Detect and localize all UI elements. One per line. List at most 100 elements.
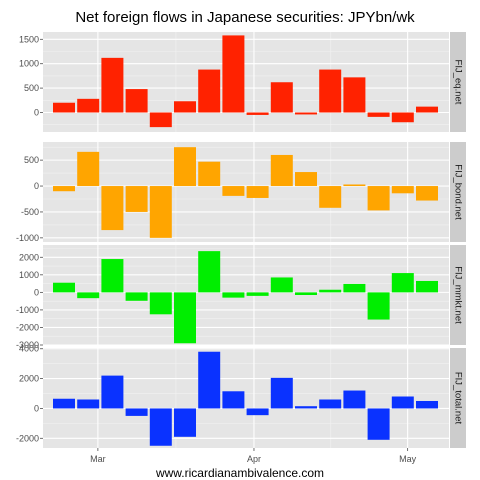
- bar: [125, 186, 148, 212]
- y-tick-label: 1500: [19, 34, 39, 44]
- facet-strip: [450, 142, 466, 242]
- y-tick-label: -1000: [16, 233, 39, 243]
- bar: [416, 400, 438, 409]
- bar: [295, 292, 317, 295]
- bar: [319, 289, 342, 293]
- bar: [125, 408, 148, 416]
- y-tick-label: 4000: [19, 344, 39, 354]
- x-tick-label: Apr: [247, 454, 261, 464]
- bar: [198, 351, 221, 409]
- y-tick-label: 2000: [19, 252, 39, 262]
- bar: [174, 101, 196, 113]
- chart-caption: www.ricardianambivalence.com: [155, 466, 324, 480]
- panel-FIJ_total.net: -2000 0 2000 4000 FIJ_total.net: [16, 344, 466, 448]
- bar: [198, 251, 221, 293]
- bar: [149, 408, 172, 446]
- y-tick-label: 0: [34, 403, 39, 413]
- bar: [125, 292, 148, 301]
- bar: [77, 292, 100, 299]
- bar: [101, 375, 124, 409]
- bar: [270, 154, 293, 187]
- bar: [222, 35, 245, 113]
- bar: [295, 406, 317, 409]
- bar: [77, 151, 100, 187]
- bar: [246, 112, 269, 115]
- bar: [343, 184, 366, 187]
- bar: [270, 277, 293, 293]
- bar: [391, 273, 414, 293]
- bar: [222, 292, 245, 298]
- bar: [367, 408, 390, 440]
- y-tick-label: -2000: [16, 322, 39, 332]
- x-tick-label: May: [399, 454, 417, 464]
- facet-strip: [450, 245, 466, 345]
- bar: [319, 186, 342, 208]
- bar: [367, 186, 390, 211]
- bar: [174, 292, 196, 344]
- bar: [198, 69, 221, 113]
- bar: [53, 186, 75, 192]
- bar: [270, 82, 293, 113]
- bar: [295, 112, 317, 115]
- bar: [101, 186, 124, 231]
- chart-title: Net foreign flows in Japanese securities…: [75, 9, 415, 26]
- facet-strip-label: FIJ_mmkt.net: [452, 266, 463, 324]
- bar: [53, 102, 75, 113]
- panel-FIJ_bond.net: -1000 -500 0 500 FIJ_bond.net: [16, 142, 466, 243]
- bar: [391, 112, 414, 123]
- facet-strip: [450, 348, 466, 448]
- bar: [319, 399, 342, 409]
- bar: [101, 259, 124, 293]
- bar: [149, 292, 172, 315]
- bar: [53, 282, 75, 293]
- bar: [198, 161, 221, 187]
- facet-strip-label: FIJ_bond.net: [452, 164, 463, 220]
- x-axis: MarAprMayJun: [90, 448, 417, 464]
- bar: [295, 172, 317, 187]
- bar: [319, 69, 342, 113]
- y-tick-label: 1000: [19, 270, 39, 280]
- y-tick-label: 1000: [19, 59, 39, 69]
- y-tick-label: -3000: [16, 340, 39, 350]
- y-tick-label: -500: [21, 207, 39, 217]
- panel-FIJ_eq.net: 0 500 1000 1500 FIJ_eq.net: [19, 32, 466, 132]
- bar: [246, 408, 269, 416]
- bar: [149, 186, 172, 238]
- y-tick-label: 500: [24, 155, 39, 165]
- x-tick-label: Mar: [90, 454, 106, 464]
- bar: [367, 112, 390, 117]
- bar: [77, 98, 100, 113]
- bar: [174, 147, 196, 187]
- y-tick-label: 0: [34, 181, 39, 191]
- bar: [149, 112, 172, 128]
- bar: [367, 292, 390, 320]
- bar: [222, 391, 245, 409]
- bar: [391, 396, 414, 409]
- bar: [222, 186, 245, 196]
- bar: [343, 283, 366, 293]
- bar: [101, 57, 124, 113]
- bar: [270, 377, 293, 409]
- facet-strip-label: FIJ_eq.net: [452, 60, 463, 105]
- bar: [53, 398, 75, 409]
- facet-strip-label: FIJ_total.net: [452, 372, 463, 425]
- y-tick-label: 500: [24, 83, 39, 93]
- bar: [174, 408, 196, 437]
- bar: [246, 292, 269, 296]
- bar: [343, 77, 366, 113]
- y-tick-label: -1000: [16, 305, 39, 315]
- bar: [416, 186, 438, 201]
- panel-FIJ_mmkt.net: -3000 -2000 -1000 0 1000 2000 FIJ_mmkt.net: [16, 245, 466, 350]
- bar: [343, 390, 366, 409]
- bar: [246, 186, 269, 198]
- facet-panels: 0 500 1000 1500 FIJ_eq.net -1000 -500 0 500 FIJ_b…: [16, 32, 466, 448]
- y-tick-label: -2000: [16, 433, 39, 443]
- bar: [125, 89, 148, 113]
- y-tick-label: 0: [34, 107, 39, 117]
- bar: [391, 186, 414, 194]
- bar: [77, 399, 100, 409]
- bar: [416, 280, 438, 293]
- facet-strip: [450, 32, 466, 132]
- y-tick-label: 2000: [19, 374, 39, 384]
